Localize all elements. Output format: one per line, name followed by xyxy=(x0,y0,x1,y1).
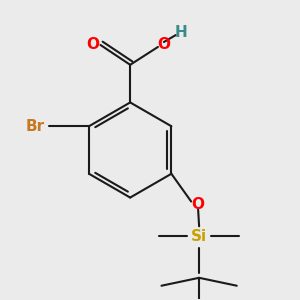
Text: O: O xyxy=(86,38,99,52)
Text: Si: Si xyxy=(191,229,207,244)
Text: O: O xyxy=(192,197,205,212)
Text: H: H xyxy=(174,25,187,40)
Text: O: O xyxy=(158,38,170,52)
Text: Br: Br xyxy=(26,119,45,134)
